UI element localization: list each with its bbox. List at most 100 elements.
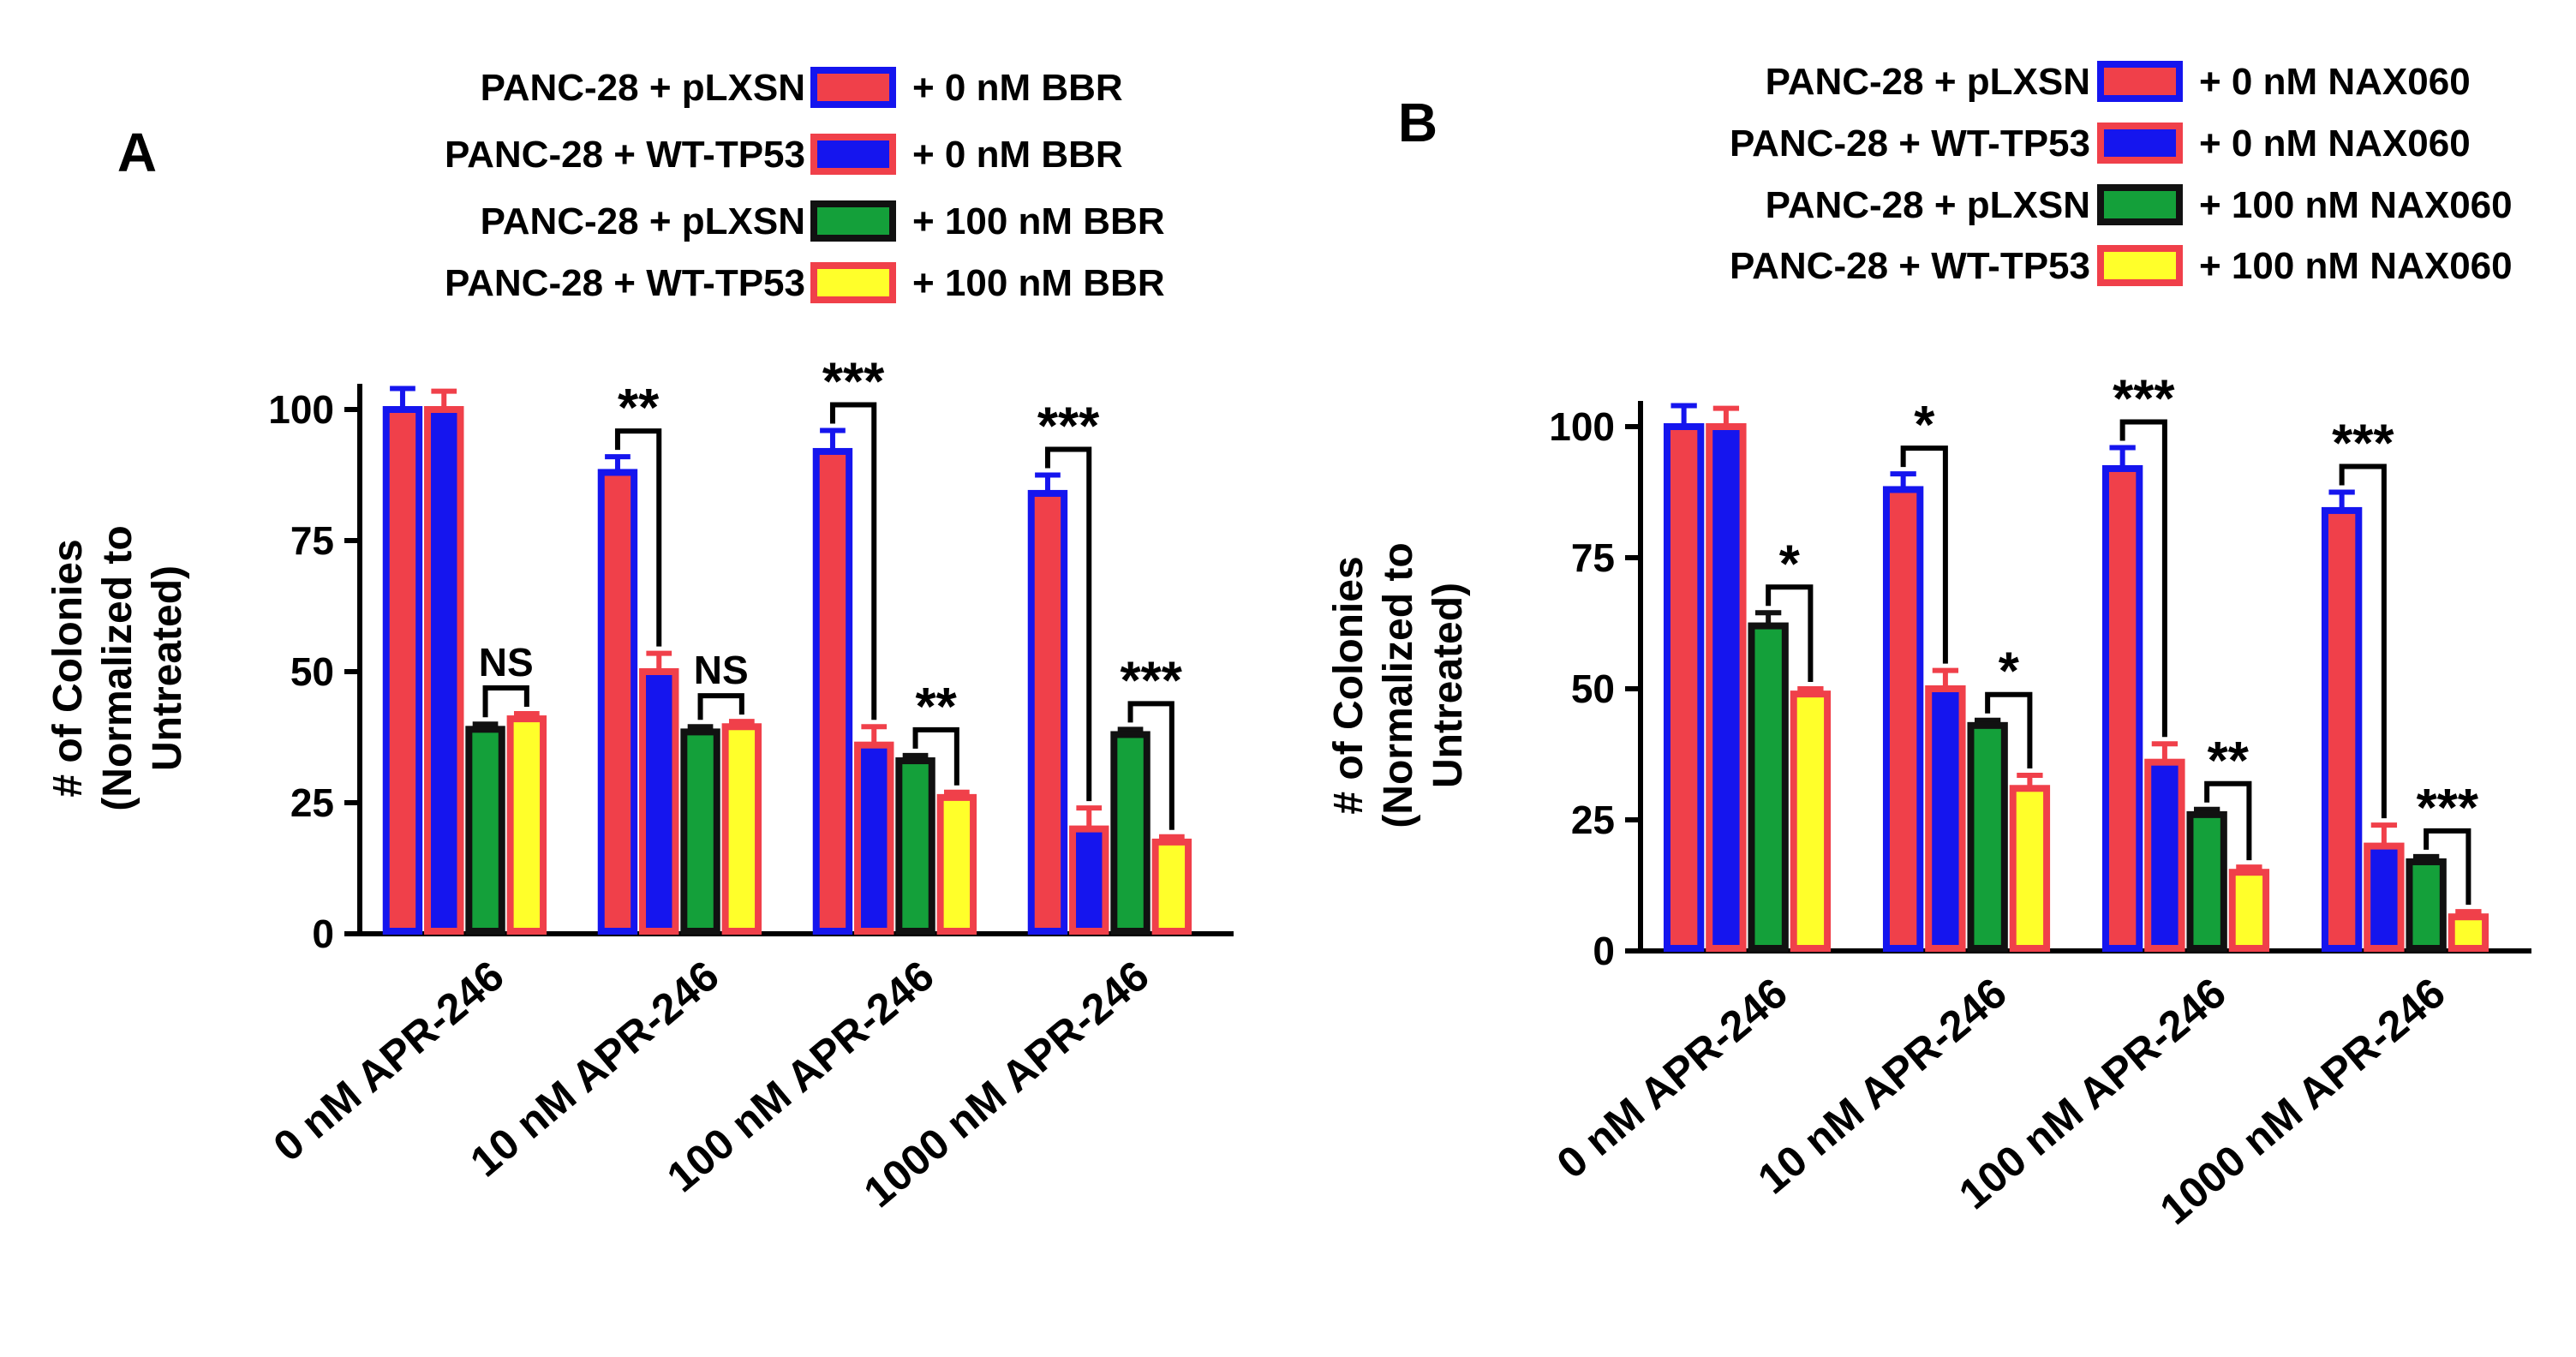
x-tick-label: 0 nM APR-246 xyxy=(1548,969,1796,1188)
y-tick-label: 0 xyxy=(312,912,334,956)
y-tick-label: 25 xyxy=(1571,798,1615,842)
bar xyxy=(2101,464,2143,952)
significance-label: NS xyxy=(694,648,749,692)
bar xyxy=(1663,423,1705,952)
bar xyxy=(1882,486,1924,952)
significance-label: *** xyxy=(2113,369,2175,428)
legend-treatment-label: + 0 nM BBR xyxy=(912,67,1123,109)
bar xyxy=(1967,721,2008,953)
significance-bracket xyxy=(482,684,529,718)
legend-treatment-label: + 100 nM NAX060 xyxy=(2199,184,2513,226)
significance-label: *** xyxy=(1037,398,1100,457)
bar xyxy=(2186,810,2227,952)
bar xyxy=(382,406,423,935)
y-tick-label: 50 xyxy=(1571,667,1615,711)
legend-swatch xyxy=(810,262,896,303)
legend-group-label: PANC-28 + WT-TP53 xyxy=(445,134,805,176)
bar xyxy=(854,741,894,935)
legend-treatment-label: + 0 nM NAX060 xyxy=(2199,123,2471,164)
bar xyxy=(1925,685,1966,952)
bar xyxy=(895,757,935,935)
significance-label: *** xyxy=(2417,779,2479,838)
panel-label: A xyxy=(117,122,157,183)
y-axis-title-line: Untreated) xyxy=(145,565,190,771)
legend-group-label: PANC-28 + pLXSN xyxy=(481,67,805,109)
significance-bracket xyxy=(697,693,744,720)
bar xyxy=(1790,690,1832,952)
significance-bracket xyxy=(2119,419,2167,738)
bar xyxy=(506,715,547,936)
significance-label: * xyxy=(1914,396,1935,455)
y-axis-title-line: # of Colonies xyxy=(45,539,91,797)
significance-bracket xyxy=(1766,584,1814,682)
bar xyxy=(2364,842,2405,952)
significance-label: * xyxy=(1999,643,2020,702)
bar xyxy=(1748,622,1789,952)
y-axis-title: # of Colonies (Normalized to Untreated) xyxy=(1326,542,1471,828)
bar xyxy=(2144,758,2185,952)
bar xyxy=(424,406,464,935)
bar xyxy=(1706,423,1747,952)
significance-label: ** xyxy=(2208,732,2250,791)
bar xyxy=(680,728,720,935)
significance-label: *** xyxy=(1120,651,1182,710)
significance-bracket xyxy=(2339,463,2387,819)
legend-group-label: PANC-28 + pLXSN xyxy=(1766,184,2090,226)
y-axis-title: # of Colonies (Normalized to Untreated) xyxy=(45,525,190,810)
bar xyxy=(1110,731,1151,935)
y-axis-title-line: (Normalized to xyxy=(95,525,140,810)
y-tick-label: 0 xyxy=(1593,929,1615,973)
y-tick-label: 100 xyxy=(268,387,334,432)
panel-label: B xyxy=(1398,92,1437,153)
legend-treatment-label: + 100 nM BBR xyxy=(912,200,1165,242)
significance-label: *** xyxy=(822,352,885,411)
legend-swatch xyxy=(810,134,896,175)
significance-bracket xyxy=(614,428,662,647)
legend-group-label: PANC-28 + pLXSN xyxy=(481,200,805,242)
y-tick-label: 100 xyxy=(1549,404,1615,449)
legend-swatch xyxy=(810,200,896,242)
bar xyxy=(1027,489,1068,935)
legend-group-label: PANC-28 + WT-TP53 xyxy=(1730,123,2090,164)
legend-swatch xyxy=(810,67,896,108)
significance-bracket xyxy=(1127,701,1174,830)
legend-treatment-label: + 0 nM BBR xyxy=(912,134,1123,176)
significance-label: NS xyxy=(479,640,534,684)
legend-group-label: PANC-28 + pLXSN xyxy=(1766,61,2090,103)
legend-swatch xyxy=(2097,61,2183,102)
y-axis-title-line: (Normalized to xyxy=(1376,542,1421,828)
legend-group-label: PANC-28 + WT-TP53 xyxy=(1730,245,2090,287)
y-tick-label: 75 xyxy=(1571,535,1615,580)
legend-treatment-label: + 0 nM NAX060 xyxy=(2199,61,2471,103)
legend-swatch xyxy=(2097,123,2183,164)
legend-swatch xyxy=(2097,245,2183,286)
bar xyxy=(2321,506,2363,952)
significance-label: ** xyxy=(618,379,660,438)
bar xyxy=(639,668,679,935)
bar xyxy=(1151,838,1192,936)
y-axis-title-line: # of Colonies xyxy=(1326,556,1372,814)
bar xyxy=(2009,785,2051,953)
legend-treatment-label: + 100 nM BBR xyxy=(912,262,1165,304)
chart-panel-a: A PANC-28 + pLXSN + 0 nM BBR PANC-28 + WT-T… xyxy=(45,67,1234,1217)
y-tick-label: 75 xyxy=(290,518,334,563)
legend-swatch xyxy=(2097,184,2183,225)
significance-bracket xyxy=(2204,780,2252,861)
bar xyxy=(2447,913,2489,952)
legend-treatment-label: + 100 nM NAX060 xyxy=(2199,245,2513,287)
significance-bracket xyxy=(1985,691,2033,768)
bar xyxy=(465,726,505,935)
y-tick-label: 25 xyxy=(290,780,334,825)
bar xyxy=(2406,858,2447,953)
bar xyxy=(812,447,853,935)
significance-label: ** xyxy=(916,678,958,737)
significance-bracket xyxy=(2424,828,2471,906)
bar xyxy=(1069,825,1109,935)
legend-group-label: PANC-28 + WT-TP53 xyxy=(445,262,805,304)
bar xyxy=(721,723,762,936)
significance-bracket xyxy=(1044,446,1092,802)
chart-panel-b: B PANC-28 + pLXSN + 0 nM NAX060 PANC-28 + W… xyxy=(1326,61,2531,1234)
bar xyxy=(597,469,638,935)
bar xyxy=(936,793,977,935)
